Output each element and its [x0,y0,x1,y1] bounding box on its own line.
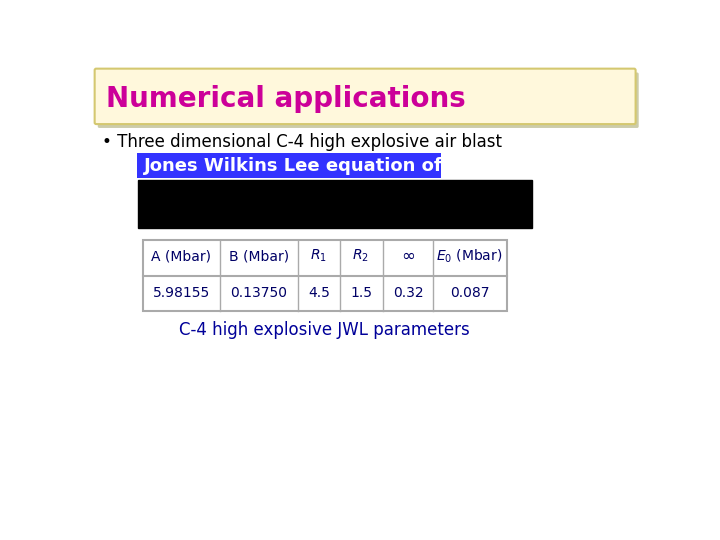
Text: ∞: ∞ [401,247,415,265]
Text: • Three dimensional C-4 high explosive air blast: • Three dimensional C-4 high explosive a… [102,133,503,151]
Bar [138,180,532,228]
FancyBboxPatch shape [94,69,636,124]
Text: Jones Wilkins Lee equation of state: Jones Wilkins Lee equation of state [144,157,501,174]
Text: 0.32: 0.32 [393,287,423,300]
Text: 0.13750: 0.13750 [230,287,287,300]
Text: 5.98155: 5.98155 [153,287,210,300]
FancyBboxPatch shape [138,153,441,178]
Text: 1.5: 1.5 [351,287,373,300]
Text: $R_2$: $R_2$ [352,248,369,265]
FancyBboxPatch shape [98,72,639,128]
Text: $R_1$: $R_1$ [310,248,327,265]
Text: C-4 high explosive JWL parameters: C-4 high explosive JWL parameters [179,321,470,339]
Text: Numerical applications: Numerical applications [106,85,465,113]
Text: $E_0$ (Mbar): $E_0$ (Mbar) [436,248,503,265]
Text: B (Mbar): B (Mbar) [229,249,289,264]
Text: A (Mbar): A (Mbar) [151,249,212,264]
Text: 0.087: 0.087 [451,287,490,300]
Text: 4.5: 4.5 [308,287,330,300]
Bar [143,240,507,311]
